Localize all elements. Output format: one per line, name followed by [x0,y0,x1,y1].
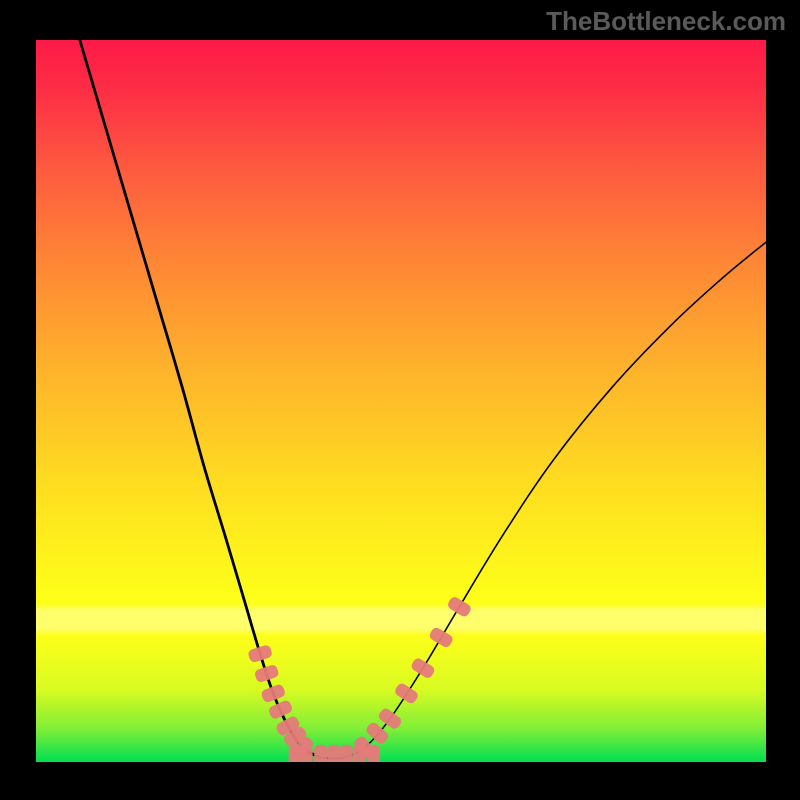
data-marker [275,715,301,737]
data-marker [393,682,419,705]
data-marker [260,683,286,703]
data-marker [289,745,302,762]
plot-area [36,40,766,762]
data-marker [267,699,293,720]
data-marker [364,721,390,746]
data-marker [340,745,353,762]
data-marker [353,745,366,762]
data-marker [282,725,308,749]
data-marker [290,735,315,761]
data-marker [352,735,377,761]
data-marker [314,745,327,762]
bottleneck-curve [36,40,766,762]
data-marker [446,595,472,618]
data-marker [254,664,280,684]
data-marker [327,745,340,762]
data-marker [300,745,313,762]
data-marker [367,745,380,762]
data-marker [377,707,403,731]
data-marker [428,626,454,649]
curve-left-branch [80,40,321,758]
marker-layer [36,40,766,762]
data-marker [247,644,273,663]
curve-right-branch [321,242,766,758]
yellow-band [36,40,766,762]
watermark-text: TheBottleneck.com [546,6,786,37]
data-marker [410,657,436,680]
